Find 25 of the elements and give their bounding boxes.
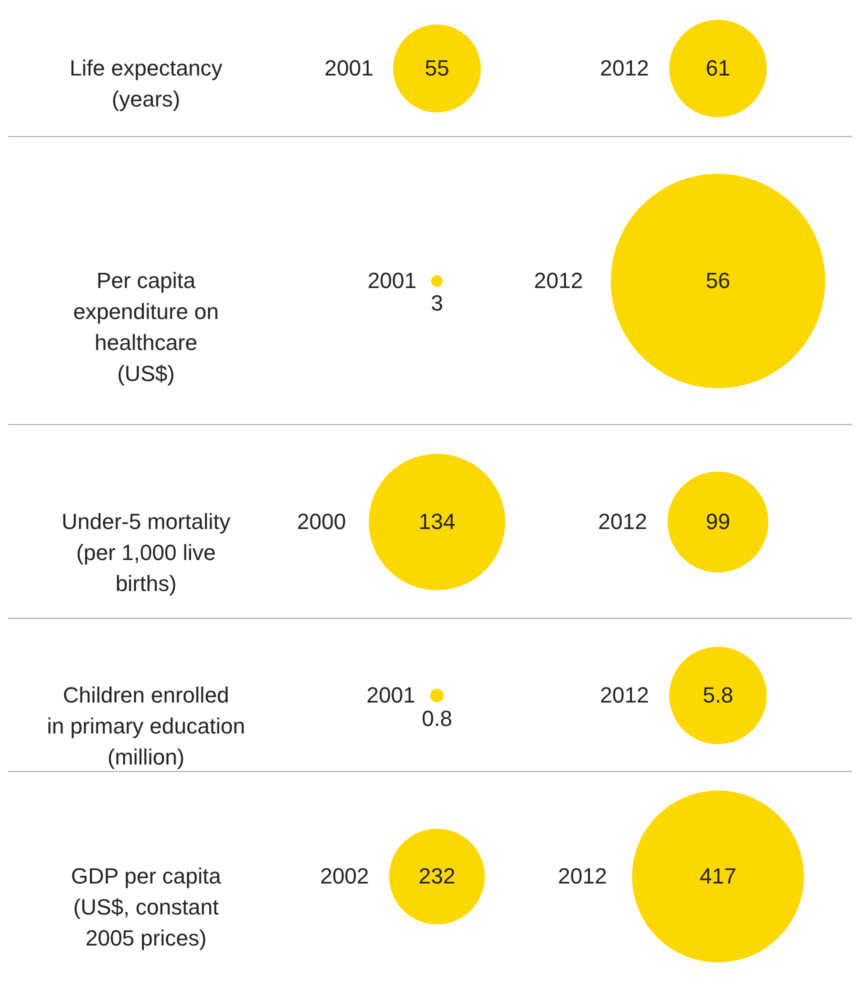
data-label: 417 [700, 864, 736, 888]
text: Per capita expenditure on healthcare (US$) [73, 268, 219, 386]
category-label: 2000 [297, 509, 346, 534]
category-label: 2001 [368, 268, 417, 293]
category-label: 2012 [534, 268, 583, 293]
data-label: 232 [418, 864, 456, 888]
category-label: 2012 [598, 509, 648, 534]
data-label: 56 [706, 268, 730, 293]
data-label: 55 [424, 56, 450, 80]
category-label: 2012 [600, 56, 649, 80]
data-label: 61 [706, 56, 730, 80]
category-label: 2001 [324, 56, 374, 80]
data-label: 0.8 [422, 706, 452, 732]
data-label: 134 [418, 509, 456, 534]
text: Children enrolled in primary education (million) [46, 682, 246, 770]
text: Under-5 mortality (per 1,000 live births) [62, 509, 230, 596]
category-label: 2012 [600, 682, 649, 708]
category-label: 2001 [366, 682, 416, 708]
data-label: 99 [706, 509, 730, 534]
category-label: 2012 [558, 864, 607, 888]
data-label: 5.8 [702, 682, 734, 708]
data-label: 3 [430, 290, 444, 316]
text: Life expectancy (years) [70, 56, 222, 112]
category-label: 2002 [320, 864, 370, 888]
text: GDP per capita (US$, constant 2005 prices) [70, 864, 222, 950]
